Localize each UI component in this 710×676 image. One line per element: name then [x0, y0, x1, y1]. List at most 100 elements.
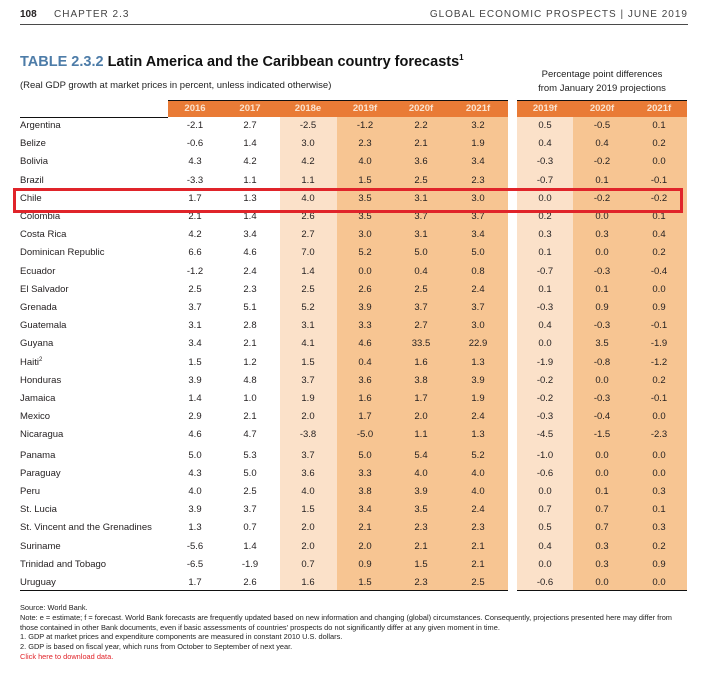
value-cell-2019f: 5.0 — [358, 449, 372, 461]
value-cell-2017: 2.7 — [243, 120, 257, 131]
value-cell-2017: 2.4 — [243, 265, 257, 277]
value-cell-2017: 2.1 — [243, 338, 257, 350]
value-cell-2018e: 2.6 — [301, 211, 315, 222]
value-cell-2017: 1.4 — [243, 540, 257, 552]
download-data-link[interactable]: Click here to download data. — [20, 651, 114, 661]
diff-cell-2019f: -0.2 — [536, 393, 554, 404]
country-name: Chile — [20, 193, 42, 204]
value-cell-2021f: 4.0 — [471, 486, 485, 497]
table-row: Suriname -5.6 1.4 2.0 2.0 2.1 2.1 0.4 0.3 0.2 — [0, 539, 710, 557]
diff-cell-2021f: 0.1 — [652, 211, 666, 222]
value-cell-2016: 4.6 — [188, 429, 202, 441]
value-cell-2018e: 0.7 — [301, 558, 315, 570]
diff-cell-2019f: 0.4 — [538, 540, 552, 552]
value-cell-2016: 2.1 — [188, 211, 202, 222]
value-cell-2019f: 3.9 — [358, 302, 372, 313]
value-cell-2021f: 1.9 — [471, 393, 485, 404]
diff-cell-2020f: 0.4 — [595, 138, 609, 150]
country-label: Peru — [20, 486, 41, 497]
estimate-column-shading — [280, 117, 337, 590]
diff-cell-2020f: -0.2 — [593, 156, 611, 168]
country-name: St. Lucia — [20, 504, 57, 515]
value-cell-2018e: 1.9 — [301, 393, 315, 404]
value-cell-2019f: 3.5 — [358, 211, 372, 222]
value-cell-2021f: 2.4 — [471, 411, 485, 423]
difference-header: Percentage point differences from Januar… — [517, 68, 687, 96]
diff-cell-2020f: -0.5 — [593, 120, 611, 131]
value-cell-2020f: 33.5 — [411, 338, 431, 350]
value-cell-2017: 4.7 — [243, 429, 257, 441]
country-label: Guatemala — [20, 320, 67, 332]
value-cell-2016: -1.2 — [186, 265, 204, 277]
value-cell-2019f: 2.1 — [358, 522, 372, 534]
value-cell-2016: -5.6 — [186, 540, 204, 552]
country-label: Bolivia — [20, 156, 48, 168]
table-row: Dominican Republic 6.6 4.6 7.0 5.2 5.0 5.0 0.1 0… — [0, 245, 710, 263]
diff-cell-2020f: -0.3 — [593, 265, 611, 277]
diff-column-header-2021f: 2021f — [646, 103, 672, 114]
value-cell-2021f: 3.9 — [471, 374, 485, 386]
value-cell-2021f: 3.7 — [471, 302, 485, 313]
table-number: TABLE 2.3.2 — [20, 53, 104, 70]
column-header-2020f: 2020f — [408, 103, 434, 114]
value-cell-2018e: 1.5 — [301, 356, 315, 368]
diff-cell-2019f: 0.0 — [538, 558, 552, 570]
value-cell-2017: 1.1 — [243, 174, 257, 186]
value-cell-2020f: 2.3 — [414, 522, 428, 534]
value-cell-2021f: 3.0 — [471, 320, 485, 332]
diff-cell-2020f: 0.9 — [595, 302, 609, 313]
value-cell-2021f: 3.4 — [471, 229, 485, 241]
value-cell-2019f: 2.6 — [358, 283, 372, 295]
value-cell-2021f: 1.3 — [471, 429, 485, 441]
column-header-2017: 2017 — [239, 103, 261, 114]
diff-cell-2020f: 3.5 — [595, 338, 609, 350]
country-name: Suriname — [20, 541, 61, 552]
value-cell-2019f: 1.7 — [358, 411, 372, 423]
value-cell-2020f: 3.9 — [414, 486, 428, 497]
diff-cell-2021f: -1.9 — [650, 338, 668, 350]
country-name: St. Vincent and the Grenadines — [20, 522, 152, 533]
footnote-1: 1. GDP at market prices and expenditure … — [20, 632, 343, 642]
country-name: Mexico — [20, 411, 50, 422]
value-cell-2018e: 3.7 — [301, 374, 315, 386]
value-cell-2021f: 2.4 — [471, 283, 485, 295]
table-row: Nicaragua 4.6 4.7 -3.8 -5.0 1.1 1.3 -4.5 -1.5 -2.… — [0, 427, 710, 445]
country-label: Honduras — [20, 374, 62, 386]
diff-cell-2019f: 0.1 — [538, 283, 552, 295]
value-cell-2017: 4.2 — [243, 156, 257, 168]
diff-cell-2021f: 0.1 — [652, 504, 666, 516]
value-cell-2020f: 3.6 — [414, 156, 428, 168]
country-label: Haiti — [20, 356, 40, 368]
value-cell-2017: 1.2 — [243, 356, 257, 368]
value-cell-2018e: 4.0 — [301, 486, 315, 497]
value-cell-2016: 4.3 — [188, 156, 202, 168]
diff-cell-2019f: 0.7 — [538, 504, 552, 516]
value-cell-2018e: 2.0 — [301, 411, 315, 423]
table-row: Colombia 2.1 1.4 2.6 3.5 3.7 3.7 0.2 0.0 0.1 — [0, 209, 710, 227]
table-row: Bolivia 4.3 4.2 4.2 4.0 3.6 3.4 -0.3 -0.2 0.0 — [0, 154, 710, 172]
value-cell-2018e: 3.1 — [301, 320, 315, 332]
diff-column-header-2020f: 2020f — [589, 103, 615, 114]
value-cell-2016: 1.7 — [188, 577, 202, 588]
value-cell-2020f: 4.0 — [414, 467, 428, 479]
column-header-2021f: 2021f — [465, 103, 491, 114]
value-cell-2017: 2.6 — [243, 577, 257, 588]
value-cell-2017: 2.1 — [243, 411, 257, 423]
value-cell-2020f: 1.1 — [414, 429, 428, 441]
diff-cell-2020f: -0.2 — [593, 192, 611, 204]
diff-cell-2020f: 0.1 — [595, 486, 609, 497]
country-label: Paraguay — [20, 467, 61, 479]
value-cell-2020f: 3.1 — [414, 229, 428, 241]
diff-cell-2019f: 0.1 — [538, 247, 552, 259]
value-cell-2020f: 2.0 — [414, 411, 428, 423]
diff-cell-2021f: 0.2 — [652, 540, 666, 552]
country-label: Chile — [20, 192, 42, 204]
diff-cell-2021f: 0.9 — [652, 558, 666, 570]
table-row: Brazil -3.3 1.1 1.1 1.5 2.5 2.3 -0.7 0.1 -0.1 — [0, 173, 710, 191]
table-row: Trinidad and Tobago -6.5 -1.9 0.7 0.9 1.5 2.1 0… — [0, 557, 710, 575]
diff-cell-2019f: 0.5 — [538, 120, 552, 131]
value-cell-2017: 2.8 — [243, 320, 257, 332]
country-label: Belize — [20, 138, 46, 150]
diff-cell-2019f: 0.0 — [538, 192, 552, 204]
diff-cell-2021f: 0.3 — [652, 486, 666, 497]
